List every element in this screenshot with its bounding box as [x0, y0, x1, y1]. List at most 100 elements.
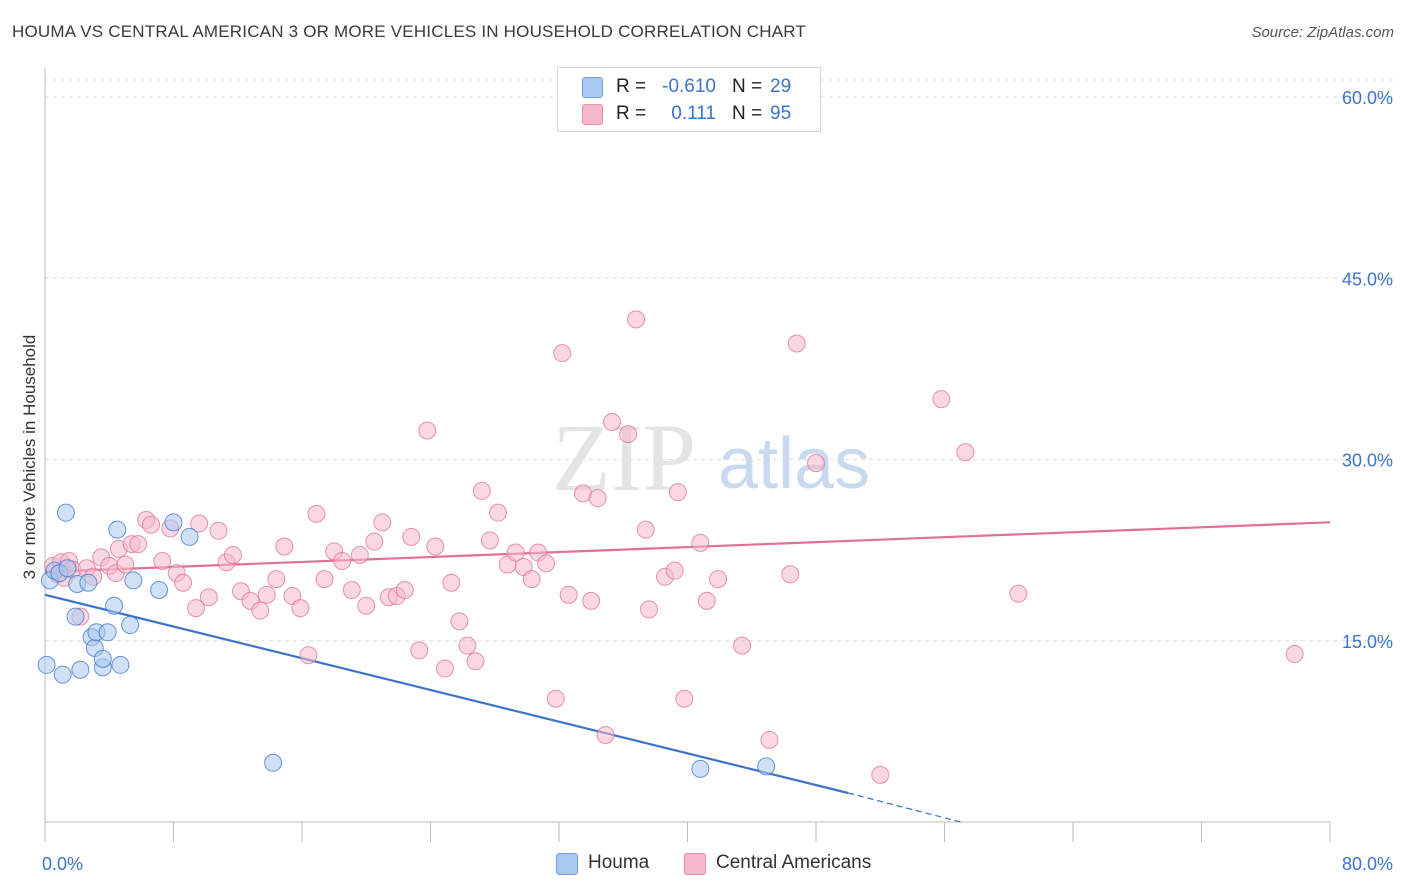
data-point: [333, 552, 352, 570]
x-tick-label: 0.0%: [42, 854, 83, 874]
trend-line: [44, 521, 1331, 573]
data-point: [582, 591, 601, 610]
data-point: [264, 753, 283, 772]
data-point: [668, 483, 687, 502]
data-point: [636, 520, 655, 539]
r-value: 0.111: [671, 103, 716, 124]
data-point: [186, 599, 205, 618]
data-point: [691, 759, 710, 778]
data-point: [357, 596, 376, 615]
data-point: [116, 555, 135, 574]
data-point: [697, 591, 716, 610]
watermark: ZIP atlas: [552, 404, 870, 511]
tick-labels: 15.0% 30.0% 45.0% 60.0% 0.0% 80.0%: [42, 88, 1393, 874]
data-point: [553, 344, 572, 363]
data-point: [781, 565, 800, 584]
data-point: [932, 390, 951, 409]
data-point: [442, 573, 461, 592]
legend-label: Houma: [588, 852, 650, 873]
data-point: [480, 531, 499, 550]
data-point: [373, 513, 392, 532]
data-point: [37, 655, 56, 674]
data-point: [56, 503, 75, 522]
data-point: [291, 599, 310, 618]
data-point: [190, 514, 209, 533]
grid-lines: [45, 79, 1395, 642]
data-point: [1285, 645, 1304, 664]
data-point: [315, 570, 334, 589]
data-point: [124, 571, 143, 590]
data-point: [111, 655, 130, 674]
r-label: R =: [616, 103, 647, 124]
data-point: [619, 425, 638, 444]
data-point: [129, 535, 148, 554]
data-point: [596, 726, 615, 744]
data-point: [275, 537, 294, 556]
data-point: [53, 665, 72, 684]
data-point: [307, 504, 326, 523]
data-point: [365, 532, 384, 551]
data-point: [559, 585, 578, 604]
data-point: [66, 607, 85, 626]
correlation-legend: R = -0.610 N = 29 R = 0.111 N = 95: [557, 67, 821, 132]
data-point: [522, 570, 541, 589]
n-value: 95: [770, 103, 792, 124]
data-point: [257, 585, 276, 604]
data-point: [675, 689, 694, 708]
y-tick-label: 15.0%: [1342, 632, 1393, 652]
data-point: [588, 489, 607, 508]
data-point: [79, 573, 98, 592]
data-point: [410, 641, 429, 660]
data-point: [458, 636, 477, 655]
data-point: [209, 521, 228, 540]
axes: [44, 68, 1331, 842]
data-point: [153, 552, 172, 570]
data-point: [164, 513, 183, 532]
data-point: [299, 646, 318, 665]
data-point: [871, 765, 890, 784]
data-point: [1009, 584, 1028, 603]
data-point: [639, 600, 658, 619]
data-point: [142, 515, 161, 534]
data-point: [174, 573, 193, 592]
n-value: 29: [770, 76, 792, 97]
data-point: [665, 561, 684, 580]
x-tick-label: 80.0%: [1342, 854, 1393, 874]
watermark-atlas: atlas: [718, 424, 870, 504]
data-point: [426, 537, 445, 556]
y-tick-label: 60.0%: [1342, 88, 1393, 108]
data-point: [418, 421, 437, 440]
data-point: [267, 570, 286, 589]
data-point: [98, 623, 117, 642]
data-point: [450, 612, 469, 631]
data-point: [546, 689, 565, 708]
data-point: [350, 545, 369, 564]
data-point: [733, 636, 752, 655]
data-point: [150, 581, 169, 599]
central-americans-points: [44, 310, 1304, 784]
data-point: [472, 481, 491, 500]
data-point: [603, 413, 622, 432]
data-point: [199, 588, 218, 607]
data-point: [488, 503, 507, 522]
data-point: [807, 454, 825, 473]
data-point: [760, 730, 779, 749]
y-tick-label: 30.0%: [1342, 451, 1393, 471]
data-point: [105, 596, 124, 615]
data-point: [342, 581, 361, 599]
r-label: R =: [616, 76, 647, 97]
data-point: [121, 616, 140, 635]
data-point: [402, 527, 421, 546]
data-point: [71, 660, 90, 679]
houma-swatch: [582, 77, 603, 98]
data-point: [757, 757, 776, 776]
data-point: [93, 649, 112, 668]
data-point: [395, 581, 414, 599]
houma-swatch: [556, 853, 578, 875]
data-point: [956, 443, 975, 462]
data-point: [223, 545, 242, 564]
central-americans-swatch: [684, 853, 706, 875]
source-label: Source: ZipAtlas.com: [1251, 24, 1394, 41]
data-point: [506, 543, 525, 562]
